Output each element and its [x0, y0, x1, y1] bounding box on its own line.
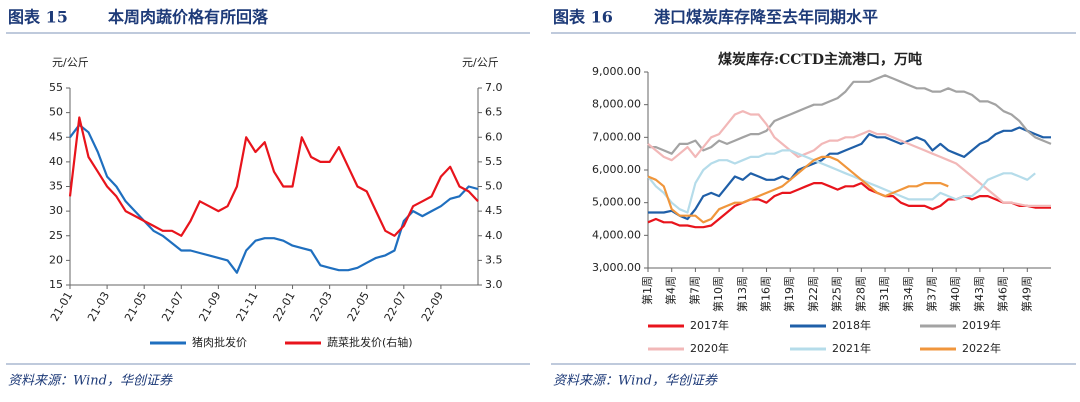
y-tick-label: 9,000.00 [592, 65, 641, 78]
x-tick-label: 第43周 [972, 276, 986, 312]
x-tick-label: 22-07 [382, 290, 409, 324]
legend-label: 2017年 [690, 318, 729, 332]
x-tick-label: 21-05 [122, 290, 149, 324]
x-tick-label: 22-05 [345, 290, 372, 324]
x-tick-label: 第1周 [640, 276, 654, 305]
legend-label: 猪肉批发价 [192, 335, 247, 349]
source: 资料来源：Wind，华创证券 [553, 374, 718, 389]
x-tick-label: 第13周 [735, 276, 749, 312]
y-tick-label: 40 [49, 155, 63, 168]
series-line [647, 110, 1051, 207]
legend-label: 2022年 [962, 341, 1001, 355]
x-tick-label: 第46周 [996, 276, 1010, 312]
x-tick-label: 第16周 [759, 276, 773, 312]
y-tick-label: 20 [49, 253, 63, 266]
x-tick-label: 第28周 [853, 276, 867, 312]
y2-tick-label: 4.5 [485, 204, 503, 217]
series-line [648, 74, 1052, 155]
x-tick-label: 第40周 [948, 276, 962, 312]
x-tick-label: 21-01 [48, 290, 75, 324]
legend-label: 2021年 [832, 341, 871, 355]
figure-title: 本周肉蔬价格有所回落 [108, 8, 269, 27]
legend-label: 蔬菜批发价(右轴) [327, 335, 413, 349]
y-tick-label: 3,000.00 [592, 261, 641, 274]
x-tick-label: 21-03 [85, 290, 112, 324]
x-tick-label: 第7周 [687, 276, 701, 305]
x-tick-label: 第25周 [830, 276, 844, 312]
series-line [648, 126, 1051, 221]
y-tick-label: 35 [49, 180, 63, 193]
x-tick-label: 第37周 [924, 276, 938, 312]
y-tick-label: 55 [49, 81, 63, 94]
chart-title: 煤炭库存:CCTD主流港口，万吨 [718, 51, 922, 68]
legend-label: 2018年 [832, 318, 871, 332]
y-tick-label: 50 [49, 106, 63, 119]
x-tick-label: 第22周 [806, 276, 820, 312]
y-tick-label: 45 [49, 130, 63, 143]
y-tick-label: 30 [49, 204, 63, 217]
legend-label: 2019年 [962, 318, 1001, 332]
series-line [647, 149, 1036, 214]
y-tick-label: 4,000.00 [592, 228, 641, 241]
x-tick-label: 21-09 [196, 290, 223, 324]
series-line [647, 155, 949, 224]
x-tick-label: 第49周 [1019, 276, 1033, 312]
series-line [647, 182, 1051, 229]
source: 资料来源：Wind，华创证券 [8, 374, 173, 389]
y2-tick-label: 3.0 [485, 278, 503, 291]
x-tick-label: 第34周 [901, 276, 915, 312]
y-tick-label: 15 [49, 278, 63, 291]
x-tick-label: 22-01 [270, 290, 297, 324]
y2-tick-label: 7.0 [485, 81, 503, 94]
y2-tick-label: 5.5 [485, 155, 503, 168]
y2-tick-label: 4.0 [485, 229, 503, 242]
y2-tick-label: 5.0 [485, 180, 503, 193]
y-tick-label: 8,000.00 [592, 98, 641, 111]
x-tick-label: 21-11 [233, 290, 260, 324]
x-tick-label: 22-03 [308, 290, 335, 324]
x-tick-label: 22-09 [419, 290, 446, 324]
legend-label: 2020年 [690, 341, 729, 355]
y-tick-label: 6,000.00 [592, 163, 641, 176]
figure-label: 图表 16 [553, 8, 613, 27]
x-tick-label: 第4周 [664, 276, 678, 305]
y-axis-unit: 元/公斤 [52, 56, 89, 69]
y-tick-label: 25 [49, 229, 63, 242]
x-tick-label: 第31周 [877, 276, 891, 312]
series-line [69, 123, 479, 274]
x-tick-label: 第10周 [711, 276, 725, 312]
y2-tick-label: 6.5 [485, 106, 503, 119]
y2-tick-label: 3.5 [485, 253, 503, 266]
y2-tick-label: 6.0 [485, 130, 503, 143]
y-tick-label: 7,000.00 [592, 130, 641, 143]
series-line [68, 116, 479, 237]
y2-axis-unit: 元/公斤 [462, 56, 499, 69]
x-tick-label: 第19周 [782, 276, 796, 312]
figure-title: 港口煤炭库存降至去年同期水平 [654, 8, 878, 27]
figure-label: 图表 15 [8, 8, 68, 27]
y-tick-label: 5,000.00 [592, 196, 641, 209]
x-tick-label: 21-07 [159, 290, 186, 324]
